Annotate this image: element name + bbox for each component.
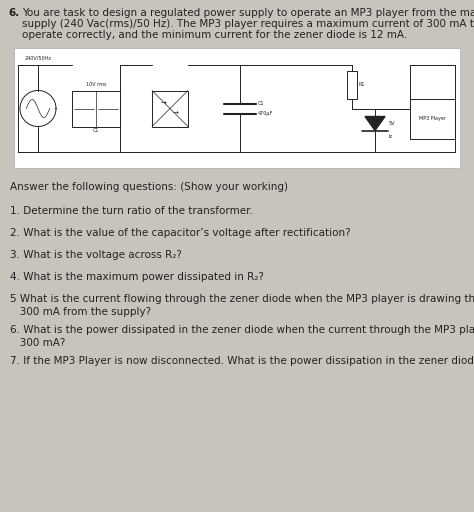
Text: operate correctly, and the minimum current for the zener diode is 12 mA.: operate correctly, and the minimum curre…: [22, 30, 407, 40]
Text: 10V rms: 10V rms: [86, 82, 106, 88]
Bar: [347, 71, 357, 99]
Text: 240V/50Hz: 240V/50Hz: [25, 56, 52, 61]
Polygon shape: [365, 117, 385, 131]
Text: 6.: 6.: [8, 8, 19, 18]
Text: R1: R1: [359, 82, 365, 88]
Text: 4. What is the maximum power dissipated in R₂?: 4. What is the maximum power dissipated …: [10, 272, 264, 282]
Text: 300 mA?: 300 mA?: [10, 338, 65, 348]
Text: MP3 Player: MP3 Player: [419, 116, 446, 121]
Text: 1. Determine the turn ratio of the transformer.: 1. Determine the turn ratio of the trans…: [10, 206, 253, 216]
Text: 5 What is the current flowing through the zener diode when the MP3 player is dra: 5 What is the current flowing through th…: [10, 294, 474, 304]
Text: Answer the following questions: (Show your working): Answer the following questions: (Show yo…: [10, 182, 288, 192]
Text: →: →: [161, 100, 167, 106]
Text: C1: C1: [93, 129, 99, 134]
Text: 5V: 5V: [389, 121, 395, 126]
Text: 7. If the MP3 Player is now disconnected. What is the power dissipation in the z: 7. If the MP3 Player is now disconnected…: [10, 356, 474, 366]
Text: Iz: Iz: [389, 134, 393, 139]
Text: 3. What is the voltage across R₂?: 3. What is the voltage across R₂?: [10, 250, 182, 260]
Text: →: →: [173, 111, 179, 117]
Text: You are task to design a regulated power supply to operate an MP3 player from th: You are task to design a regulated power…: [22, 8, 474, 18]
Text: 6. What is the power dissipated in the zener diode when the current through the : 6. What is the power dissipated in the z…: [10, 325, 474, 335]
Text: 470μF: 470μF: [258, 111, 273, 116]
Text: 300 mA from the supply?: 300 mA from the supply?: [10, 307, 151, 317]
Text: C1: C1: [258, 101, 264, 106]
Bar: [14, 48, 460, 168]
Bar: [152, 91, 188, 126]
Bar: [410, 98, 455, 139]
Text: 2. What is the value of the capacitor’s voltage after rectification?: 2. What is the value of the capacitor’s …: [10, 228, 351, 238]
Text: supply (240 Vac(rms)/50 Hz). The MP3 player requires a maximum current of 300 mA: supply (240 Vac(rms)/50 Hz). The MP3 pla…: [22, 19, 474, 29]
Bar: [72, 91, 120, 126]
